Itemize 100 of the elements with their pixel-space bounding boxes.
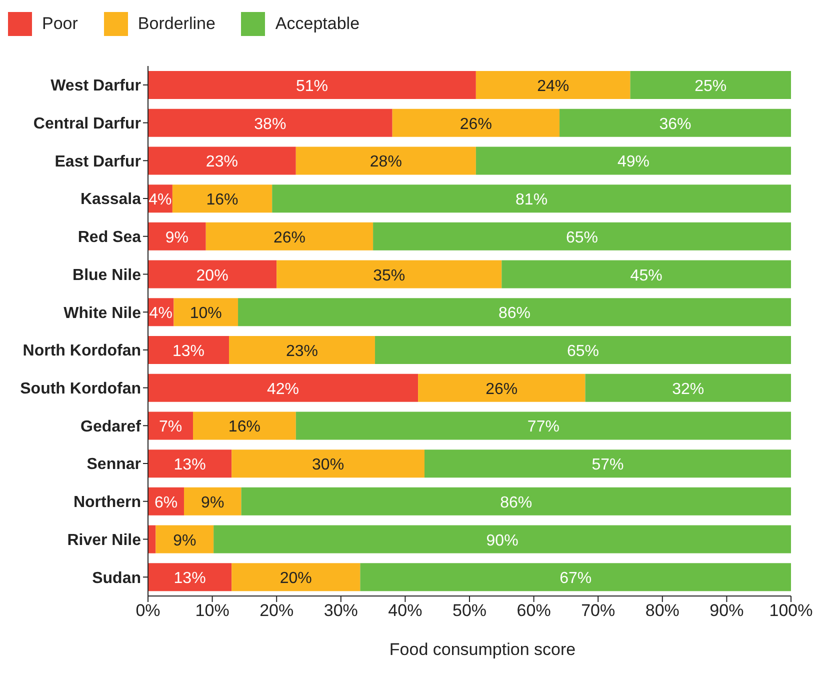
bar xyxy=(148,525,156,554)
data-label: 13% xyxy=(174,456,206,474)
data-label: 20% xyxy=(280,570,312,588)
x-tick-label: 40% xyxy=(388,601,422,620)
data-label: 25% xyxy=(694,78,727,95)
data-label: 45% xyxy=(630,267,662,284)
data-label: 16% xyxy=(228,418,260,436)
data-label: 57% xyxy=(592,456,624,474)
data-label: 16% xyxy=(206,192,238,209)
x-tick-label: 90% xyxy=(710,601,744,620)
legend-label: Poor xyxy=(42,14,78,34)
x-tick-label: 0% xyxy=(136,601,160,620)
bar xyxy=(272,184,791,213)
bar xyxy=(424,450,791,478)
bar xyxy=(392,108,560,137)
data-label: 32% xyxy=(672,380,704,398)
data-label: 4% xyxy=(148,192,172,209)
data-label: 26% xyxy=(486,380,518,398)
bar xyxy=(296,412,791,440)
bar xyxy=(232,450,424,478)
bar xyxy=(148,563,232,592)
bar xyxy=(502,260,791,288)
bar xyxy=(214,525,791,554)
data-label: 26% xyxy=(460,116,492,133)
data-label: 81% xyxy=(516,192,548,209)
bar xyxy=(148,222,206,250)
data-label: 20% xyxy=(196,267,228,284)
y-tick-label: Red Sea xyxy=(78,229,142,246)
bar xyxy=(476,71,630,99)
bar xyxy=(630,71,791,99)
y-tick-label: West Darfur xyxy=(50,78,141,95)
data-label: 42% xyxy=(267,380,300,398)
bar xyxy=(172,184,272,213)
y-tick-label: Kassala xyxy=(80,191,142,208)
legend-label: Acceptable xyxy=(275,14,360,34)
data-label: 36% xyxy=(659,116,692,133)
bar xyxy=(241,487,791,516)
data-label: 24% xyxy=(537,78,570,95)
data-label: 30% xyxy=(312,456,344,474)
bar xyxy=(418,374,586,402)
bar xyxy=(585,374,791,402)
data-label: 49% xyxy=(617,154,650,171)
y-tick-label: Blue Nile xyxy=(72,266,142,284)
x-axis-title: Food consumption score xyxy=(388,640,577,660)
bar xyxy=(276,260,502,288)
y-tick-label: Gedaref xyxy=(80,418,142,436)
data-label: 9% xyxy=(173,532,196,550)
x-tick-label: 60% xyxy=(516,601,551,620)
bar xyxy=(296,146,476,175)
data-label: 90% xyxy=(486,532,518,550)
data-label: 26% xyxy=(273,229,306,246)
bar xyxy=(193,412,296,440)
x-tick-label: 20% xyxy=(260,601,294,620)
x-tick-label: 50% xyxy=(452,601,487,620)
legend-label: Borderline xyxy=(138,14,216,34)
y-tick-label: East Darfur xyxy=(54,153,141,170)
data-label: 10% xyxy=(190,305,222,322)
bar xyxy=(476,146,791,175)
x-tick-label: 100% xyxy=(769,601,813,620)
bar xyxy=(156,525,214,554)
data-label: 65% xyxy=(566,229,598,246)
data-label: 65% xyxy=(566,343,600,360)
data-label: 4% xyxy=(149,305,172,322)
bar xyxy=(184,487,242,516)
data-label: 9% xyxy=(201,494,224,512)
bar xyxy=(238,298,791,326)
bar xyxy=(148,412,194,440)
data-label: 9% xyxy=(165,229,188,246)
y-tick-label: North Kordofan xyxy=(22,342,141,360)
data-label: 6% xyxy=(154,494,178,512)
y-tick-label: White Nile xyxy=(64,304,142,322)
bar xyxy=(360,563,791,592)
bar xyxy=(373,222,791,250)
y-tick-label: South Kordofan xyxy=(20,380,141,398)
bar xyxy=(560,108,791,137)
bar xyxy=(148,146,296,175)
y-tick-label: River Nile xyxy=(67,532,142,549)
data-label: 7% xyxy=(158,418,182,436)
data-label: 77% xyxy=(527,418,560,436)
x-tick-label: 30% xyxy=(324,601,358,620)
bar xyxy=(374,336,791,364)
y-tick-label: Sudan xyxy=(92,570,141,587)
data-label: 86% xyxy=(498,305,531,322)
bar xyxy=(148,108,392,137)
bar xyxy=(148,71,476,99)
bar xyxy=(232,563,360,592)
data-label: 13% xyxy=(172,343,205,360)
data-label: 23% xyxy=(286,343,318,360)
data-label: 38% xyxy=(254,116,286,133)
bar xyxy=(148,260,277,288)
bar xyxy=(148,450,232,478)
x-tick-label: 80% xyxy=(645,601,680,620)
bar xyxy=(174,298,238,326)
data-label: 67% xyxy=(560,570,592,588)
y-tick-label: Sennar xyxy=(86,456,141,474)
x-tick-label: 10% xyxy=(195,601,230,620)
y-tick-label: Central Darfur xyxy=(33,115,141,132)
data-label: 23% xyxy=(206,154,238,171)
data-label: 28% xyxy=(370,154,402,171)
bar xyxy=(229,336,375,364)
